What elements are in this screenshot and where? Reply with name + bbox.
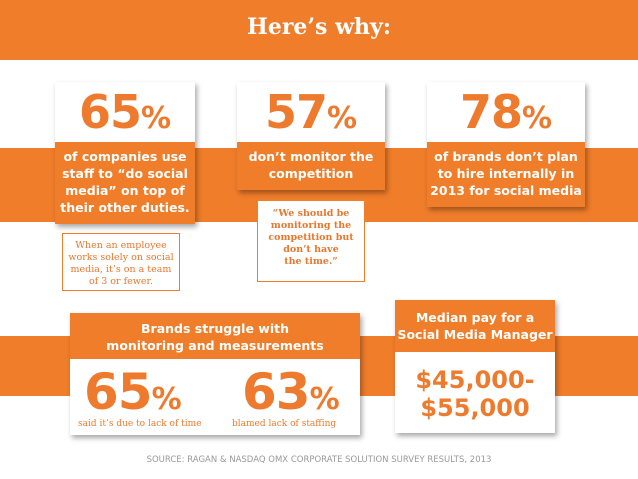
struggle-card: Brands struggle with monitoring and measu… [70, 313, 360, 435]
note-text: competition but [268, 232, 354, 243]
pay-title: Social Media Manager [397, 327, 553, 342]
stat-unit: % [326, 101, 358, 136]
stat-number: 63 [242, 363, 311, 421]
stat-card: 65% of companies use staff to “do social m… [55, 82, 195, 224]
note-text: monitoring the [270, 220, 352, 231]
note-text: works solely on social [68, 252, 174, 263]
note: “We should be monitoring the competition b… [257, 200, 365, 282]
stat-text: to hire internally in [437, 166, 575, 181]
stat-text: of companies use [63, 149, 187, 164]
pay-card: Median pay for a Social Media Manager $45… [395, 300, 555, 433]
note-text: the time.” [284, 256, 338, 267]
source: SOURCE: RAGAN & NASDAQ OMX CORPORATE SOL… [146, 455, 492, 465]
note-text: “We should be [272, 208, 350, 219]
note: When an employee works solely on social me… [62, 233, 180, 291]
stat-text: 2013 for social media [430, 183, 582, 198]
pay-value: $45,000- [415, 366, 535, 394]
caption: said it’s due to lack of time [78, 419, 202, 429]
pay-title: Median pay for a [415, 310, 535, 325]
title: Here’s why: [247, 14, 391, 40]
pay-value: $55,000 [420, 394, 530, 422]
stat-unit: % [521, 101, 553, 136]
stat-card: 57% don’t monitor the competition [237, 82, 385, 190]
caption: blamed lack of staffing [232, 419, 337, 429]
note-text: don’t have [283, 244, 339, 255]
stat-card: 78% of brands don’t plan to hire internal… [427, 82, 585, 207]
stat-text: of brands don’t plan [434, 149, 578, 164]
struggle-title: monitoring and measurements [106, 338, 324, 353]
stat-number: 65 [78, 85, 142, 139]
stat-text: competition [268, 166, 354, 181]
stat-unit: % [309, 382, 340, 417]
stat-text: their other duties. [60, 200, 190, 215]
stat-text: staff to “do social [62, 166, 188, 181]
note-text: of 3 or fewer. [88, 276, 153, 287]
struggle-title: Brands struggle with [141, 321, 289, 336]
header-band [0, 0, 638, 60]
stat-text: media” on top of [65, 183, 185, 198]
stat-number: 78 [459, 85, 523, 139]
stat-number: 65 [84, 363, 153, 421]
stat-number: 57 [264, 85, 328, 139]
note-text: media, it’s on a team [70, 264, 172, 275]
stat-text: don’t monitor the [248, 149, 374, 164]
note-text: When an employee [75, 240, 167, 251]
stat-unit: % [140, 101, 172, 136]
stat-unit: % [151, 382, 182, 417]
